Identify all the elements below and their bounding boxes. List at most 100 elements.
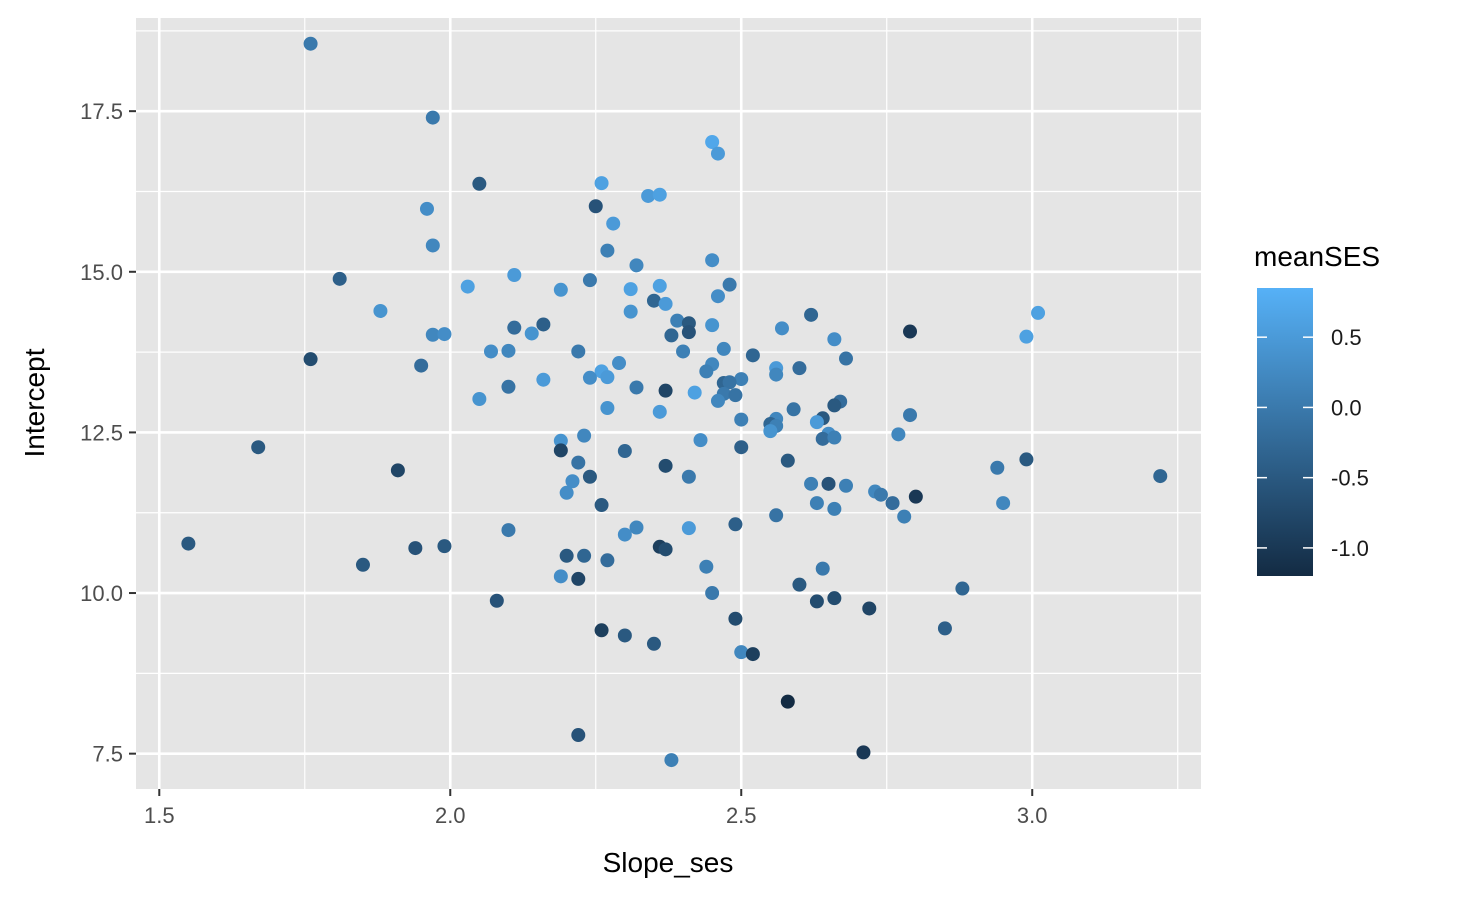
data-point (676, 344, 691, 359)
data-point (955, 581, 970, 596)
data-point (501, 379, 516, 394)
data-point (705, 135, 720, 150)
data-point (722, 277, 737, 292)
data-point (559, 485, 574, 500)
data-point (565, 474, 580, 489)
data-point (705, 318, 720, 333)
data-point (908, 489, 923, 504)
data-point (839, 478, 853, 493)
data-point (827, 430, 842, 445)
data-point (303, 36, 318, 51)
data-point (809, 594, 824, 609)
data-point (652, 404, 667, 419)
data-point (710, 393, 725, 408)
data-point (594, 623, 609, 638)
data-point (664, 753, 679, 768)
data-point (937, 621, 952, 636)
data-point (373, 303, 388, 318)
data-point (996, 496, 1011, 511)
data-point (577, 548, 592, 563)
y-axis-title: Intercept (19, 348, 50, 457)
data-point (710, 289, 725, 304)
data-point (710, 146, 725, 161)
data-point (460, 279, 475, 294)
colorbar-legend: meanSES 0.5 0.0 -0.5 -1.0 (1254, 241, 1380, 576)
data-point (623, 282, 638, 297)
data-point (815, 561, 830, 576)
data-point (815, 431, 830, 446)
data-point (821, 476, 836, 491)
data-point (1031, 305, 1046, 320)
data-point (804, 476, 819, 491)
data-point (425, 238, 440, 253)
data-point (862, 601, 877, 616)
data-point (617, 628, 632, 643)
data-point (472, 176, 487, 191)
data-point (722, 375, 737, 390)
y-tick-label: 12.5 (80, 420, 123, 445)
colorbar (1257, 288, 1313, 576)
data-point (763, 424, 778, 439)
data-point (734, 440, 749, 455)
data-point (594, 498, 609, 513)
data-point (734, 645, 749, 660)
data-point (664, 328, 679, 343)
data-point (571, 571, 586, 586)
data-point (437, 327, 452, 342)
data-point (484, 344, 498, 359)
data-point (553, 569, 568, 584)
data-point (425, 110, 440, 125)
data-point (774, 321, 789, 336)
data-point (507, 320, 522, 335)
data-point (623, 304, 638, 319)
data-point (903, 324, 918, 339)
data-point (600, 243, 615, 258)
data-point (559, 548, 574, 563)
data-point (1153, 469, 1168, 484)
data-point (780, 694, 795, 709)
data-point (553, 443, 568, 458)
data-point (408, 541, 423, 556)
data-point (827, 591, 842, 606)
data-point (728, 611, 743, 626)
data-point (734, 372, 749, 387)
data-point (681, 325, 696, 340)
data-point (699, 559, 714, 574)
data-point (571, 728, 586, 743)
data-point (745, 348, 760, 363)
data-point (414, 358, 429, 373)
data-point (536, 317, 551, 332)
data-point (658, 383, 673, 398)
data-point (582, 273, 597, 288)
data-point (891, 427, 906, 442)
data-point (839, 351, 853, 366)
data-point (646, 293, 661, 308)
data-points (181, 36, 1168, 768)
data-point (600, 400, 615, 415)
data-point (553, 433, 568, 448)
data-point (524, 326, 539, 341)
legend-title: meanSES (1254, 241, 1380, 272)
data-point (658, 296, 673, 311)
x-tick-label: 1.5 (144, 803, 175, 828)
colorbar-tick-label: -1.0 (1331, 536, 1369, 561)
data-point (990, 460, 1005, 475)
data-point (681, 469, 696, 484)
data-point (885, 496, 900, 511)
data-point (588, 199, 603, 214)
data-point (903, 408, 918, 423)
data-point (629, 380, 644, 395)
data-point (705, 253, 720, 268)
plot-panel (136, 18, 1201, 789)
data-point (582, 469, 597, 484)
data-point (600, 553, 615, 568)
x-tick-label: 2.0 (435, 803, 466, 828)
grid-minor (136, 18, 1201, 789)
data-point (873, 487, 888, 502)
data-point (641, 188, 656, 203)
x-axis-title: Slope_ses (603, 847, 734, 878)
data-point (769, 508, 784, 523)
x-tick-label: 3.0 (1017, 803, 1048, 828)
data-point (780, 453, 795, 468)
data-point (501, 523, 516, 538)
